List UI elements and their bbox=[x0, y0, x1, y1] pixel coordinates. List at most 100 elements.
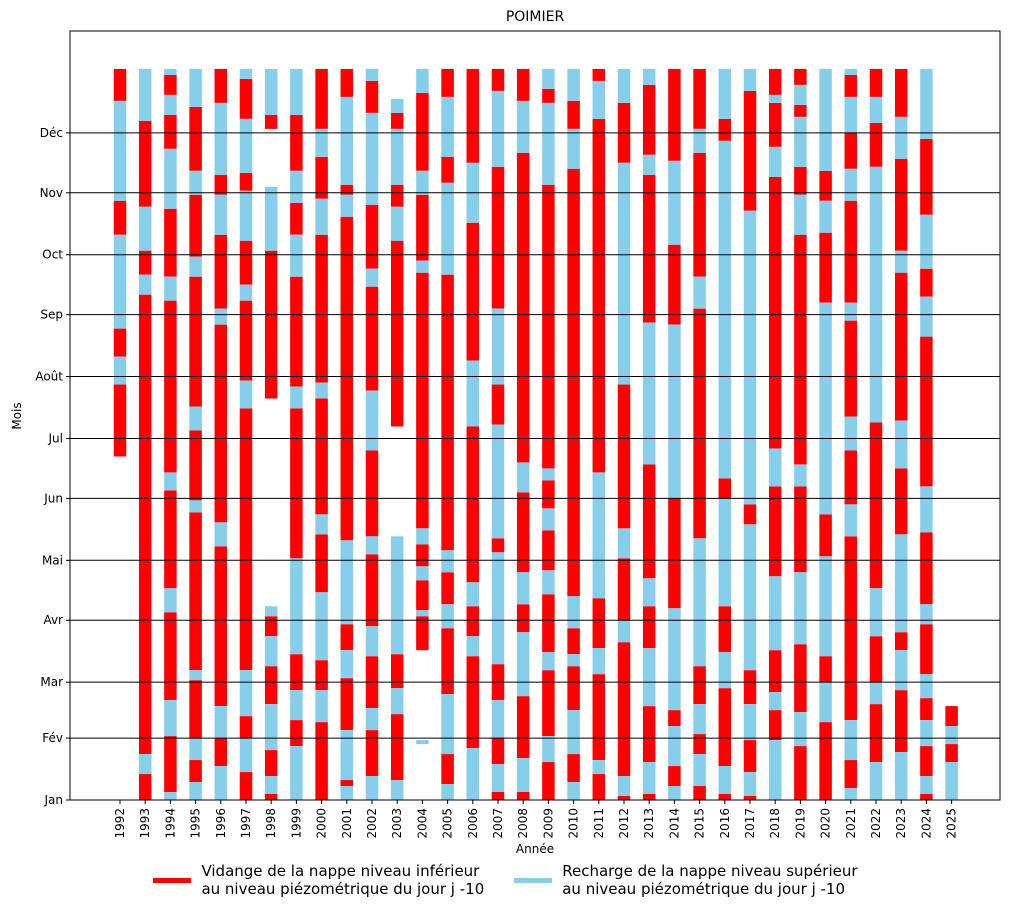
bar-segment bbox=[491, 424, 505, 539]
x-tick-label: 2002 bbox=[365, 808, 379, 839]
bar-segment bbox=[239, 380, 253, 409]
bar-segment bbox=[542, 762, 555, 800]
bar-segment bbox=[844, 168, 858, 201]
bar-segment bbox=[516, 696, 530, 759]
bar-segment bbox=[441, 754, 454, 785]
x-axis-label: Année bbox=[516, 842, 554, 856]
bar-segment bbox=[542, 530, 555, 571]
bar-segment bbox=[920, 138, 933, 215]
bar-segment bbox=[668, 726, 681, 767]
bar-segment bbox=[844, 720, 858, 761]
bar-segment bbox=[239, 716, 253, 739]
bar-segment bbox=[214, 102, 228, 175]
bar-segment bbox=[794, 166, 807, 195]
bar-segment bbox=[290, 234, 303, 277]
bar-segment bbox=[390, 714, 404, 781]
bar-segment bbox=[743, 772, 757, 797]
x-tick-label: 1993 bbox=[138, 808, 152, 839]
bar-segment bbox=[567, 68, 580, 101]
bar-segment bbox=[239, 738, 253, 773]
bar-segment bbox=[466, 222, 480, 361]
x-tick-label: 2003 bbox=[390, 808, 404, 839]
bar-segment bbox=[718, 478, 732, 499]
bar-segment bbox=[390, 240, 404, 427]
bar-segment bbox=[920, 674, 933, 699]
bar-segment bbox=[567, 628, 580, 655]
bar-segment bbox=[365, 626, 379, 657]
bar-segment bbox=[768, 176, 782, 449]
bar-segment bbox=[642, 706, 656, 763]
bar-segment bbox=[693, 538, 706, 667]
bar-segment bbox=[491, 166, 505, 309]
x-tick-label: 2021 bbox=[844, 808, 858, 839]
bar-segment bbox=[794, 68, 807, 85]
bar-segment bbox=[441, 68, 454, 97]
bar-segment bbox=[894, 272, 908, 421]
bar-segment bbox=[592, 648, 606, 675]
x-tick-label: 2004 bbox=[415, 808, 429, 839]
bar-segment bbox=[138, 274, 152, 295]
bar-segment bbox=[189, 430, 202, 501]
bar-segment bbox=[315, 398, 328, 515]
bar-segment bbox=[491, 552, 505, 665]
bar-segment bbox=[920, 604, 933, 625]
y-tick-label: Mai bbox=[42, 553, 63, 567]
bar-segment bbox=[768, 486, 782, 577]
y-tick-label: Août bbox=[35, 370, 63, 384]
plot-frame bbox=[69, 30, 1001, 801]
bar-segment bbox=[920, 296, 933, 337]
bar-segment bbox=[189, 680, 202, 739]
bar-segment bbox=[592, 760, 606, 775]
bar-segment bbox=[592, 774, 606, 800]
bar-segment bbox=[844, 68, 858, 75]
bar-segment bbox=[819, 722, 832, 800]
x-tick-label: 2006 bbox=[466, 808, 480, 839]
bar-segment bbox=[642, 762, 656, 795]
bar-segment bbox=[164, 208, 177, 277]
bar-segment bbox=[189, 106, 202, 171]
bar-segment bbox=[516, 604, 530, 633]
bar-segment bbox=[693, 128, 706, 153]
x-tick-label: 2015 bbox=[693, 808, 707, 839]
chart-title: POIMIER bbox=[506, 9, 565, 25]
bar-segment bbox=[214, 546, 228, 707]
x-tick-label: 2023 bbox=[894, 808, 908, 839]
x-tick-label: 2008 bbox=[516, 808, 530, 839]
bar-segment bbox=[390, 780, 404, 800]
x-tick-label: 2009 bbox=[541, 808, 555, 839]
bar-segment bbox=[340, 540, 354, 625]
bar-segment bbox=[567, 782, 580, 800]
bar-segment bbox=[491, 308, 505, 385]
bar-segment bbox=[290, 408, 303, 559]
bar-segment bbox=[164, 612, 177, 701]
bar-segment bbox=[920, 794, 933, 800]
bar-segment bbox=[340, 730, 354, 781]
bar-segment bbox=[214, 522, 228, 547]
bar-segment bbox=[290, 386, 303, 409]
bar-segment bbox=[138, 206, 152, 251]
bar-segment bbox=[138, 294, 152, 755]
bar-segment bbox=[567, 710, 580, 755]
bar-segment bbox=[869, 588, 883, 637]
bar-segment bbox=[542, 480, 555, 509]
bar-segment bbox=[768, 576, 782, 651]
bar-segment bbox=[340, 650, 354, 679]
bar-segment bbox=[920, 214, 933, 269]
bar-segment bbox=[365, 536, 379, 555]
bar-segment bbox=[718, 606, 732, 653]
bar-segment bbox=[264, 794, 278, 800]
bar-segment bbox=[466, 426, 480, 583]
x-tick-label: 1997 bbox=[239, 808, 253, 839]
bar-segment bbox=[844, 320, 858, 417]
bar-segment bbox=[844, 416, 858, 451]
bar-segment bbox=[768, 448, 782, 487]
bar-segment bbox=[642, 794, 656, 800]
bar-segment bbox=[819, 302, 832, 515]
bar-segment bbox=[668, 498, 681, 609]
bar-segment bbox=[365, 268, 379, 287]
bar-segment bbox=[945, 762, 958, 800]
bar-segment bbox=[567, 654, 580, 667]
bar-segment bbox=[894, 534, 908, 633]
bar-segment bbox=[794, 464, 807, 487]
bar-segment bbox=[743, 670, 757, 705]
